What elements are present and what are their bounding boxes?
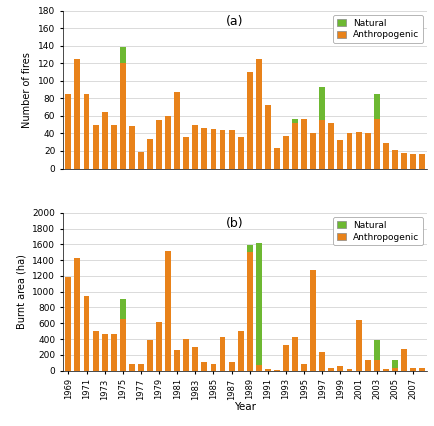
Bar: [66, 276, 71, 371]
Bar: [220, 130, 226, 169]
Bar: [210, 363, 217, 371]
Bar: [102, 112, 108, 169]
Bar: [365, 133, 371, 169]
Bar: [301, 364, 307, 371]
Bar: [355, 320, 362, 371]
Bar: [310, 132, 316, 169]
Bar: [183, 137, 189, 169]
Bar: [165, 116, 171, 169]
Y-axis label: Burnt area (ha): Burnt area (ha): [17, 254, 27, 329]
Bar: [338, 366, 343, 371]
Bar: [247, 245, 253, 252]
Bar: [419, 154, 425, 169]
Bar: [238, 137, 243, 169]
Bar: [75, 258, 80, 371]
Bar: [238, 331, 243, 371]
Bar: [120, 63, 126, 169]
Bar: [229, 362, 234, 371]
Bar: [120, 299, 126, 320]
Bar: [319, 87, 325, 120]
Bar: [256, 243, 262, 366]
Legend: Natural, Anthropogenic: Natural, Anthropogenic: [333, 217, 423, 245]
Bar: [183, 340, 189, 371]
Bar: [84, 94, 89, 169]
Bar: [210, 129, 217, 169]
Bar: [329, 123, 334, 169]
Bar: [147, 139, 153, 169]
Bar: [111, 334, 117, 371]
X-axis label: Year: Year: [234, 402, 256, 412]
Bar: [156, 322, 162, 371]
Bar: [410, 154, 416, 169]
Bar: [338, 140, 343, 169]
Bar: [374, 360, 380, 371]
Bar: [292, 123, 298, 169]
Bar: [347, 132, 352, 169]
Bar: [274, 148, 280, 169]
Bar: [374, 118, 380, 169]
Bar: [292, 118, 298, 123]
Bar: [347, 369, 352, 371]
Bar: [129, 127, 135, 169]
Bar: [102, 334, 108, 371]
Bar: [174, 350, 180, 371]
Bar: [192, 125, 198, 169]
Y-axis label: Number of fires: Number of fires: [23, 52, 33, 127]
Bar: [192, 347, 198, 371]
Bar: [365, 360, 371, 371]
Bar: [165, 251, 171, 371]
Bar: [319, 120, 325, 169]
Bar: [292, 337, 298, 371]
Bar: [392, 368, 398, 371]
Bar: [247, 72, 253, 169]
Bar: [329, 368, 334, 371]
Bar: [138, 152, 144, 169]
Bar: [283, 345, 289, 371]
Bar: [120, 47, 126, 63]
Bar: [247, 252, 253, 371]
Bar: [129, 364, 135, 371]
Bar: [383, 143, 389, 169]
Bar: [374, 340, 380, 360]
Bar: [84, 296, 89, 371]
Bar: [401, 153, 407, 169]
Bar: [256, 366, 262, 371]
Bar: [283, 136, 289, 169]
Bar: [355, 132, 362, 169]
Bar: [220, 337, 226, 371]
Bar: [201, 362, 207, 371]
Bar: [383, 368, 389, 371]
Bar: [392, 150, 398, 169]
Bar: [147, 340, 153, 371]
Text: (a): (a): [226, 15, 243, 29]
Bar: [138, 364, 144, 371]
Bar: [66, 94, 71, 169]
Bar: [174, 92, 180, 169]
Bar: [256, 59, 262, 169]
Bar: [92, 331, 99, 371]
Bar: [75, 59, 80, 169]
Bar: [301, 118, 307, 169]
Bar: [392, 360, 398, 368]
Bar: [156, 120, 162, 169]
Bar: [310, 271, 316, 371]
Bar: [374, 94, 380, 118]
Bar: [92, 125, 99, 169]
Bar: [265, 369, 271, 371]
Bar: [265, 105, 271, 169]
Bar: [229, 130, 234, 169]
Bar: [120, 320, 126, 371]
Bar: [319, 352, 325, 371]
Bar: [201, 128, 207, 169]
Legend: Natural, Anthropogenic: Natural, Anthropogenic: [333, 15, 423, 43]
Bar: [401, 349, 407, 371]
Text: (b): (b): [225, 218, 243, 230]
Bar: [419, 368, 425, 371]
Bar: [111, 125, 117, 169]
Bar: [410, 368, 416, 371]
